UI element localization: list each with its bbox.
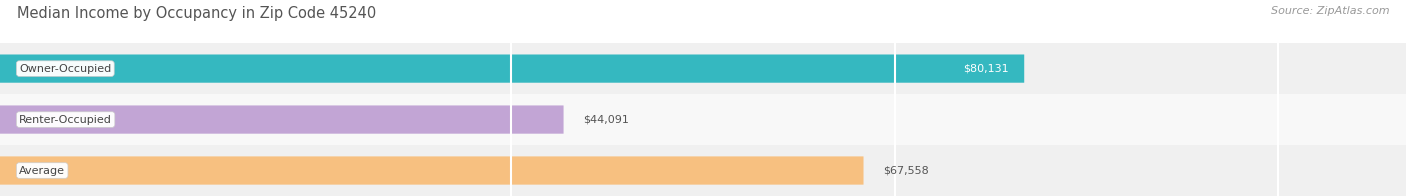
FancyBboxPatch shape <box>0 94 1406 145</box>
Text: Median Income by Occupancy in Zip Code 45240: Median Income by Occupancy in Zip Code 4… <box>17 6 377 21</box>
FancyBboxPatch shape <box>0 145 1406 196</box>
Text: $67,558: $67,558 <box>883 165 928 176</box>
Text: Average: Average <box>20 165 65 176</box>
Text: Owner-Occupied: Owner-Occupied <box>20 64 111 74</box>
Text: $80,131: $80,131 <box>963 64 1010 74</box>
Text: Renter-Occupied: Renter-Occupied <box>20 114 112 125</box>
FancyBboxPatch shape <box>0 105 564 134</box>
FancyBboxPatch shape <box>0 43 1406 94</box>
Text: Source: ZipAtlas.com: Source: ZipAtlas.com <box>1271 6 1389 16</box>
FancyBboxPatch shape <box>0 156 863 185</box>
Text: $44,091: $44,091 <box>582 114 628 125</box>
FancyBboxPatch shape <box>0 54 1024 83</box>
